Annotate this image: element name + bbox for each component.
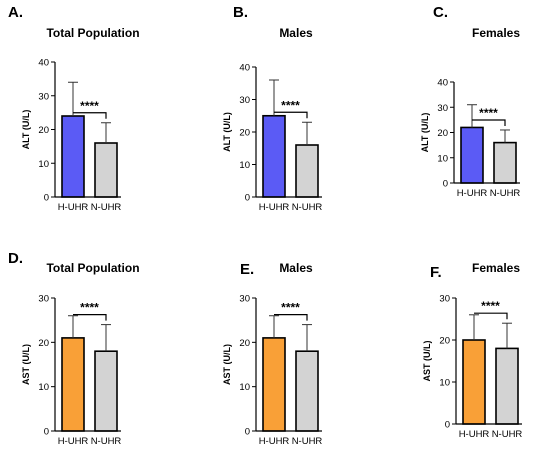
significance-bracket [274, 314, 308, 321]
bar [262, 114, 286, 198]
y-axis-label: ALT (U/L) [21, 110, 31, 150]
y-tick-label: 20 [239, 338, 250, 349]
bar [495, 347, 519, 425]
y-tick-label: 0 [44, 193, 49, 204]
significance-label: **** [80, 301, 99, 315]
bar [94, 350, 118, 432]
panel-title: Males [279, 261, 313, 275]
x-tick-label: N-UHR [492, 429, 523, 440]
bar [61, 337, 85, 432]
y-tick-label: 0 [443, 179, 448, 190]
y-tick-label: 30 [239, 95, 250, 106]
chart-panel: F. Females AST (U/L) 0 10 20 30 H-UHR N-UHR **** [422, 261, 522, 440]
y-tick-label: 40 [437, 78, 448, 89]
x-tick-label: N-UHR [292, 202, 323, 213]
chart-panel: C. Females ALT (U/L) 0 10 20 30 40 H-UHR N-UHR ***… [420, 4, 520, 199]
y-tick-label: 30 [239, 294, 250, 305]
y-tick-label: 0 [245, 427, 250, 438]
x-tick-label: N-UHR [490, 188, 521, 199]
x-tick-label: N-UHR [91, 202, 122, 213]
bar [295, 350, 319, 432]
y-tick-label: 20 [437, 128, 448, 139]
chart-panel: B. Males ALT (U/L) 0 10 20 30 40 H-UHR N-UHR **** [222, 4, 322, 213]
y-tick-label: 40 [239, 63, 250, 74]
y-tick-label: 30 [439, 294, 450, 305]
significance-bracket [73, 314, 107, 321]
x-tick-label: N-UHR [91, 436, 122, 447]
y-axis-label: AST (U/L) [21, 344, 31, 385]
x-tick-label: H-UHR [259, 202, 290, 213]
y-tick-label: 20 [439, 336, 450, 347]
panel-letter: C. [433, 4, 448, 21]
y-axis-label: AST (U/L) [222, 344, 232, 385]
y-tick-label: 10 [437, 153, 448, 164]
panel-title: Females [472, 261, 520, 275]
significance-bracket [73, 112, 107, 119]
x-tick-label: H-UHR [457, 188, 488, 199]
x-tick-label: H-UHR [259, 436, 290, 447]
y-tick-label: 30 [38, 294, 49, 305]
panel-title: Total Population [46, 261, 139, 275]
panel-letter: F. [430, 264, 442, 281]
panel-letter: B. [233, 4, 248, 21]
panel-title: Males [279, 26, 313, 40]
y-tick-label: 10 [239, 160, 250, 171]
bar [61, 115, 85, 198]
significance-bracket [472, 119, 506, 126]
y-axis-label: AST (U/L) [422, 341, 432, 382]
significance-label: **** [80, 99, 99, 113]
y-tick-label: 20 [38, 338, 49, 349]
y-tick-label: 40 [38, 58, 49, 69]
x-tick-label: H-UHR [58, 202, 89, 213]
y-tick-label: 30 [437, 103, 448, 114]
y-tick-label: 0 [445, 420, 450, 431]
bar [295, 144, 319, 198]
y-tick-label: 10 [38, 382, 49, 393]
panel-letter: E. [240, 261, 254, 278]
bar [493, 141, 517, 184]
bar [94, 142, 118, 198]
y-axis-label: ALT (U/L) [420, 113, 430, 153]
x-tick-label: N-UHR [292, 436, 323, 447]
y-tick-label: 10 [239, 382, 250, 393]
chart-panel: E. Males AST (U/L) 0 10 20 30 H-UHR N-UHR **** [222, 261, 322, 447]
y-tick-label: 30 [38, 91, 49, 102]
y-tick-label: 20 [239, 128, 250, 139]
significance-bracket [474, 312, 508, 320]
y-tick-label: 0 [44, 427, 49, 438]
x-tick-label: H-UHR [459, 429, 490, 440]
significance-label: **** [281, 301, 300, 315]
bar [262, 337, 286, 432]
panel-title: Total Population [46, 26, 139, 40]
bar [462, 339, 486, 425]
panel-letter: A. [8, 4, 23, 21]
x-tick-label: H-UHR [58, 436, 89, 447]
y-axis-label: ALT (U/L) [222, 112, 232, 152]
significance-bracket [274, 111, 308, 119]
chart-panel: D. Total Population AST (U/L) 0 10 20 30 H-UHR N… [8, 250, 140, 447]
significance-label: **** [481, 299, 500, 313]
chart-panel: A. Total Population ALT (U/L) 0 10 20 30 40 H-UH… [8, 4, 140, 213]
significance-label: **** [281, 98, 300, 112]
panel-title: Females [472, 26, 520, 40]
y-tick-label: 0 [245, 193, 250, 204]
significance-label: **** [479, 106, 498, 120]
panel-letter: D. [8, 250, 23, 267]
y-tick-label: 10 [38, 159, 49, 170]
bar [460, 126, 484, 184]
y-tick-label: 10 [439, 378, 450, 389]
y-tick-label: 20 [38, 125, 49, 136]
